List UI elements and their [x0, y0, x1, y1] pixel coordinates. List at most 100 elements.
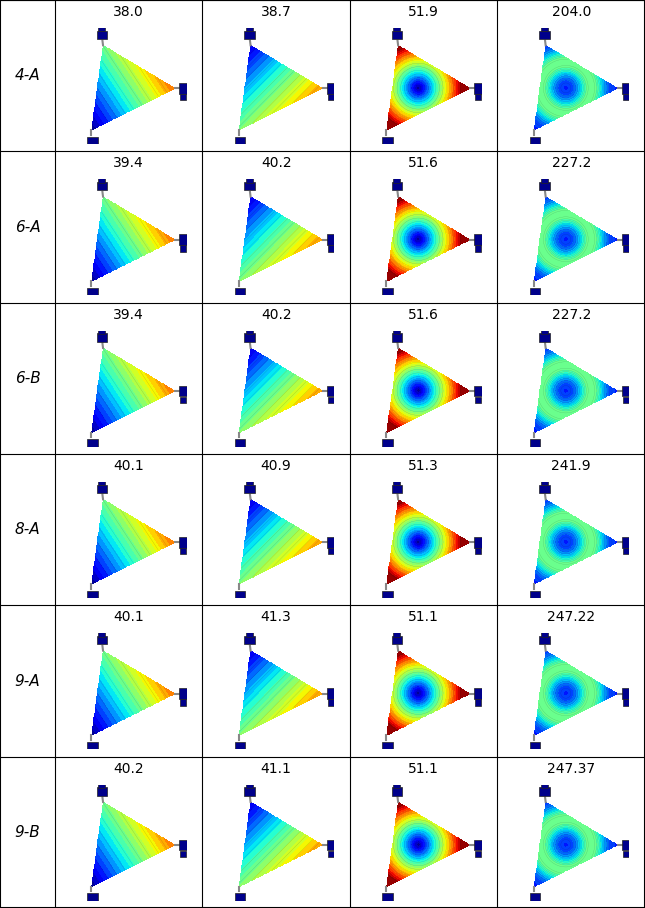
Text: 39.4: 39.4	[114, 308, 144, 321]
Text: 204.0: 204.0	[551, 5, 591, 19]
Bar	[89, 901, 96, 906]
Text: 40.2: 40.2	[261, 308, 292, 321]
Bar	[392, 31, 402, 39]
Bar	[179, 234, 187, 245]
Bar	[237, 144, 244, 150]
Bar	[384, 447, 391, 452]
Bar	[622, 386, 630, 396]
Bar	[181, 245, 186, 252]
Bar	[475, 397, 481, 403]
Bar	[531, 144, 539, 150]
Bar	[622, 83, 630, 94]
Bar	[531, 598, 539, 604]
Bar	[327, 386, 335, 396]
Bar	[97, 333, 107, 341]
Bar	[622, 688, 630, 699]
Bar	[87, 288, 98, 296]
Bar	[623, 851, 629, 857]
Bar	[89, 598, 96, 604]
Bar	[474, 386, 482, 396]
Bar	[237, 598, 244, 604]
Text: 41.3: 41.3	[261, 610, 292, 625]
Text: 40.2: 40.2	[261, 156, 292, 171]
Text: 40.9: 40.9	[261, 459, 292, 473]
Bar	[99, 479, 105, 486]
Bar	[89, 295, 96, 301]
Bar	[541, 631, 548, 637]
Text: 9-B: 9-B	[15, 824, 40, 840]
Bar	[87, 439, 98, 448]
Bar	[382, 742, 393, 750]
Bar	[384, 749, 391, 755]
Bar	[541, 782, 548, 788]
Bar	[541, 328, 548, 334]
Bar	[393, 782, 401, 788]
Bar	[179, 840, 187, 850]
Bar	[382, 288, 393, 296]
Bar	[244, 333, 255, 341]
Bar	[327, 688, 335, 699]
Bar	[539, 637, 550, 644]
Bar	[235, 136, 245, 144]
Bar	[539, 31, 550, 39]
Bar	[475, 699, 481, 706]
Bar	[235, 439, 245, 448]
Bar	[392, 485, 402, 493]
Bar	[475, 245, 481, 252]
Text: 9-A: 9-A	[15, 674, 40, 688]
Bar	[99, 782, 105, 788]
Text: 247.37: 247.37	[547, 762, 595, 775]
Text: 6-B: 6-B	[15, 370, 40, 386]
Bar	[179, 386, 187, 396]
Text: 39.4: 39.4	[114, 156, 144, 171]
Bar	[328, 245, 333, 252]
Bar	[89, 749, 96, 755]
Bar	[246, 479, 253, 486]
Bar	[541, 479, 548, 486]
Bar	[541, 25, 548, 32]
Bar	[99, 328, 105, 334]
Bar	[179, 688, 187, 699]
Text: 6-A: 6-A	[15, 220, 40, 234]
Text: 227.2: 227.2	[551, 156, 591, 171]
Bar	[474, 840, 482, 850]
Bar	[392, 333, 402, 341]
Bar	[181, 699, 186, 706]
Bar	[530, 893, 541, 902]
Bar	[382, 136, 393, 144]
Bar	[235, 590, 245, 598]
Text: 51.6: 51.6	[408, 156, 439, 171]
Bar	[474, 83, 482, 94]
Text: 40.1: 40.1	[114, 459, 144, 473]
Bar	[384, 901, 391, 906]
Bar	[530, 590, 541, 598]
Bar	[539, 183, 550, 190]
Bar	[99, 631, 105, 637]
Bar	[246, 177, 253, 183]
Bar	[87, 590, 98, 598]
Bar	[328, 94, 333, 101]
Text: 38.7: 38.7	[261, 5, 292, 19]
Bar	[474, 537, 482, 548]
Bar	[474, 688, 482, 699]
Bar	[623, 397, 629, 403]
Bar	[246, 782, 253, 788]
Text: 41.1: 41.1	[261, 762, 292, 775]
Bar	[244, 637, 255, 644]
Bar	[530, 136, 541, 144]
Bar	[382, 590, 393, 598]
Bar	[97, 31, 107, 39]
Bar	[87, 742, 98, 750]
Text: 4-A: 4-A	[15, 68, 40, 84]
Bar	[623, 94, 629, 101]
Bar	[623, 548, 629, 555]
Bar	[181, 397, 186, 403]
Bar	[530, 439, 541, 448]
Bar	[530, 288, 541, 296]
Bar	[89, 144, 96, 150]
Bar	[539, 485, 550, 493]
Bar	[531, 447, 539, 452]
Bar	[244, 485, 255, 493]
Bar	[531, 295, 539, 301]
Bar	[622, 537, 630, 548]
